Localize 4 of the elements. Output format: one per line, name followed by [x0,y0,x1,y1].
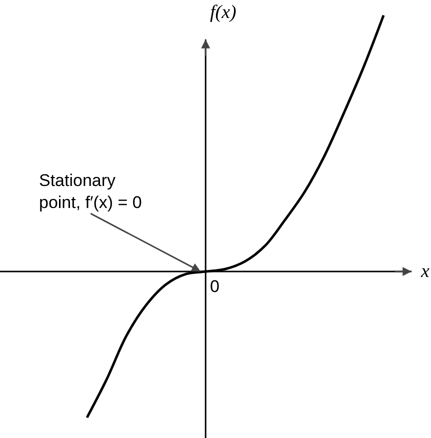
y-axis-title: f(x) [210,2,236,23]
annotation: Stationary point, f′(x) = 0 [39,171,142,212]
x-axis-title: x [420,261,430,282]
annotation: 0 [210,277,220,296]
